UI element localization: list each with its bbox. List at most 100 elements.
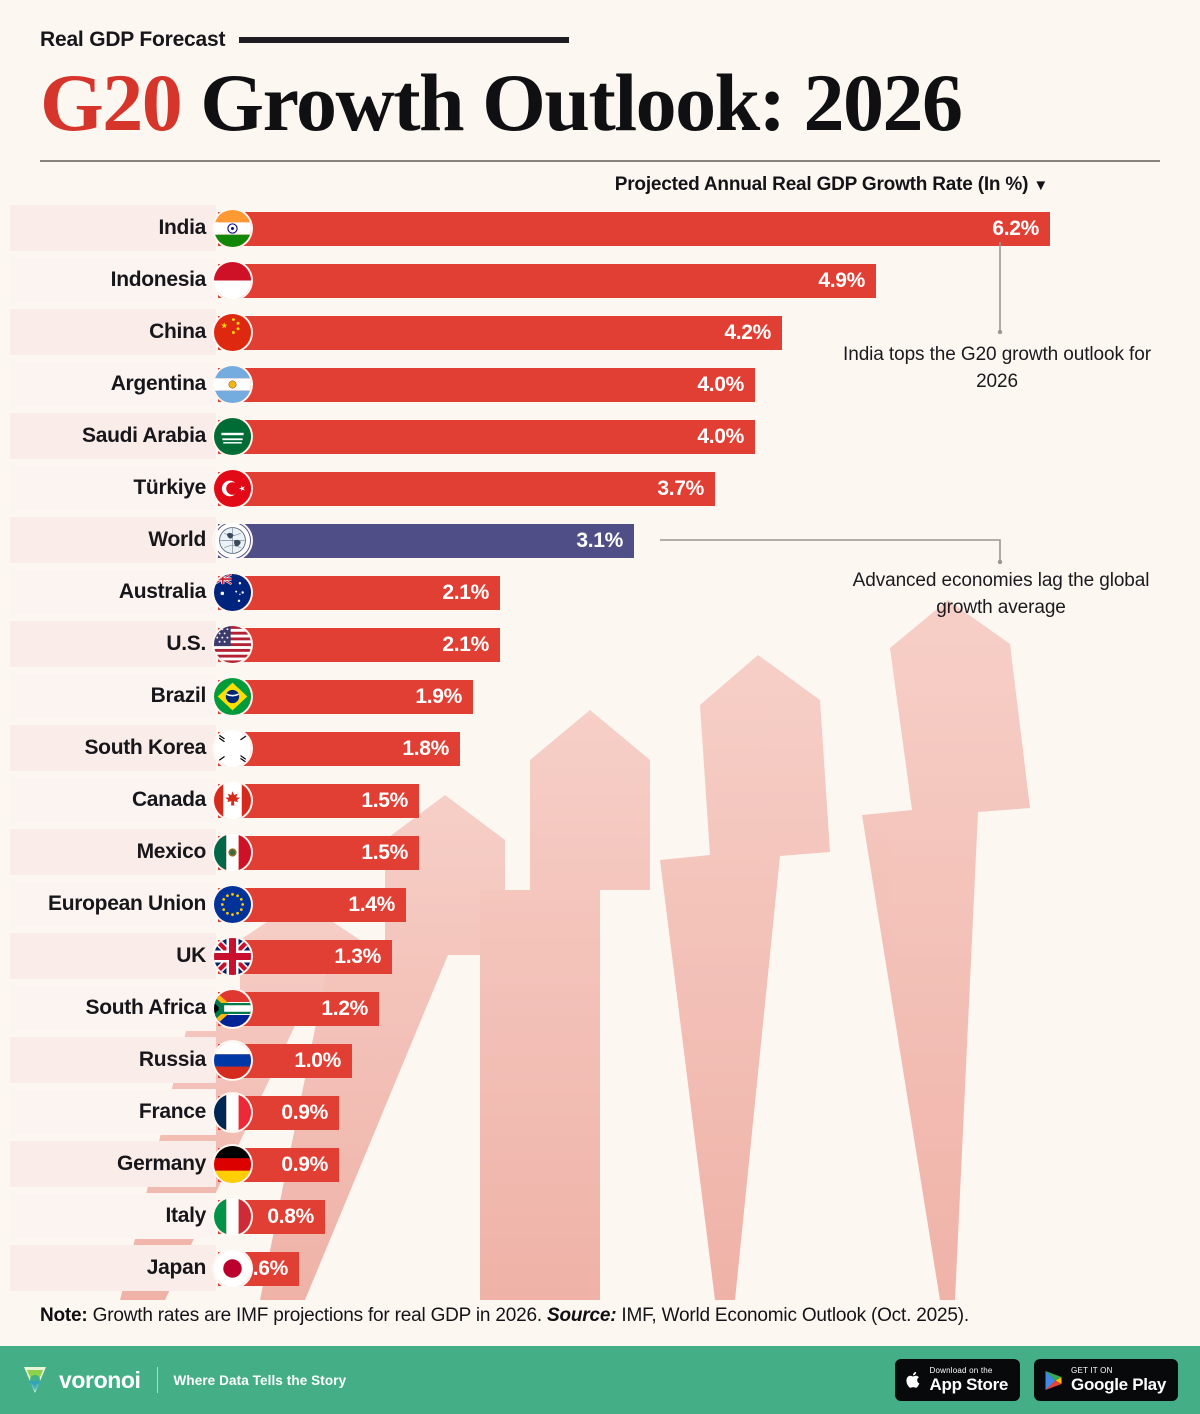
country-label: World	[148, 528, 206, 552]
row-stripe	[10, 725, 216, 772]
country-label: Germany	[117, 1152, 206, 1176]
app-store-big-label: App Store	[929, 1374, 1009, 1394]
bar-value-label: 4.9%	[818, 269, 865, 293]
chart-row: Italy 0.8%	[0, 1190, 1200, 1242]
flag-icon-au	[214, 574, 251, 612]
bar: 1.8%	[218, 732, 460, 767]
bar: 4.2%	[218, 316, 782, 351]
bar-value-label: 6.2%	[992, 217, 1039, 241]
bar-value-label: 1.9%	[415, 685, 462, 709]
bar-value-label: 3.7%	[657, 477, 704, 501]
footer-bar: voronoi Where Data Tells the Story Downl…	[0, 1346, 1200, 1414]
flag-icon-ca	[214, 782, 251, 820]
flag-icon-eu	[214, 886, 251, 924]
note-and-source: Note: Growth rates are IMF projections f…	[0, 1305, 1200, 1327]
flag-icon-sa	[214, 418, 251, 456]
country-label: Australia	[118, 580, 206, 604]
bar-value-label: 4.0%	[697, 425, 744, 449]
bar-value-label: 4.0%	[697, 373, 744, 397]
flag-icon-in	[214, 210, 251, 248]
country-label: Mexico	[136, 840, 207, 864]
flag-icon-gb	[214, 938, 251, 976]
country-label: South Korea	[84, 736, 206, 760]
row-stripe	[10, 309, 216, 356]
flag-icon-fr	[214, 1094, 251, 1132]
country-label: South Africa	[85, 996, 207, 1020]
country-label: Russia	[138, 1048, 206, 1072]
kicker-rule	[239, 37, 570, 43]
title-rule	[40, 160, 1160, 163]
flag-icon-cn	[214, 314, 251, 352]
flag-icon-de	[214, 1146, 251, 1184]
chart-row: Germany 0.9%	[0, 1138, 1200, 1190]
sort-descending-icon[interactable]: ▼	[1033, 177, 1048, 195]
chart-row: European Union 1.4%	[0, 878, 1200, 930]
chart-row: Russia 1.0%	[0, 1034, 1200, 1086]
country-label: China	[149, 320, 206, 344]
bar-value-label: 1.5%	[361, 789, 408, 813]
bar: 4.0%	[218, 420, 755, 455]
google-play-badge[interactable]: GET IT ON Google Play	[1034, 1359, 1178, 1401]
voronoi-logo-icon	[24, 1367, 46, 1393]
bar: 3.1%	[218, 524, 634, 559]
header: Real GDP Forecast G20 Growth Outlook: 20…	[0, 0, 1200, 163]
bar: 6.2%	[218, 212, 1050, 247]
row-stripe	[10, 465, 216, 512]
brand-divider	[156, 1367, 158, 1393]
country-label: U.S.	[166, 632, 206, 656]
row-stripe	[10, 413, 216, 460]
brand[interactable]: voronoi	[22, 1365, 141, 1395]
row-stripe	[10, 517, 216, 564]
chart-row: Brazil 1.9%	[0, 670, 1200, 722]
page-title: G20 Growth Outlook: 2026	[40, 59, 1160, 146]
google-play-icon	[1045, 1370, 1062, 1390]
row-stripe	[10, 621, 216, 668]
chart-row: India 6.2%	[0, 202, 1200, 254]
app-store-badge[interactable]: Download on the App Store	[894, 1359, 1021, 1401]
country-label: Japan	[146, 1256, 207, 1280]
country-label: European Union	[48, 892, 206, 916]
bar-value-label: 1.5%	[361, 841, 408, 865]
country-label: Türkiye	[133, 476, 206, 500]
bar-value-label: 0.9%	[281, 1101, 328, 1125]
row-stripe	[10, 205, 216, 252]
flag-icon-id	[214, 262, 251, 300]
flag-icon-ar	[214, 366, 251, 404]
chart-row: South Korea 1.8%	[0, 722, 1200, 774]
row-stripe	[10, 673, 216, 720]
axis-caption: Projected Annual Real GDP Growth Rate (I…	[0, 174, 1048, 196]
bar-value-label: 0.9%	[281, 1153, 328, 1177]
flag-icon-ru	[214, 1042, 251, 1080]
google-play-small-label: GET IT ON	[1071, 1366, 1113, 1376]
flag-icon-za	[214, 990, 251, 1028]
row-stripe	[10, 257, 216, 304]
country-label: France	[138, 1100, 206, 1124]
apple-icon	[905, 1371, 919, 1388]
chart-row: Türkiye 3.7%	[0, 462, 1200, 514]
chart-row: Saudi Arabia 4.0%	[0, 410, 1200, 462]
brand-name: voronoi	[59, 1366, 141, 1393]
axis-caption-text: Projected Annual Real GDP Growth Rate (I…	[614, 174, 1029, 196]
bar-value-label: 2.1%	[442, 633, 489, 657]
bar-value-label: 1.2%	[321, 997, 368, 1021]
bar: 3.7%	[218, 472, 715, 507]
chart-row: Mexico 1.5%	[0, 826, 1200, 878]
bar-value-label: 3.1%	[576, 529, 623, 553]
flag-icon-us	[214, 626, 251, 664]
flag-icon-it	[214, 1198, 251, 1236]
country-label: India	[158, 216, 206, 240]
flag-icon-mx	[214, 834, 251, 872]
row-stripe	[10, 569, 216, 616]
bar: 1.9%	[218, 680, 473, 715]
row-stripe	[10, 361, 216, 408]
country-label: Saudi Arabia	[82, 424, 206, 448]
chart-row: World 3.1%	[0, 514, 1200, 566]
bar-value-label: 2.1%	[442, 581, 489, 605]
flag-icon-tr	[214, 470, 251, 508]
bar: 2.1%	[218, 576, 500, 611]
google-play-big-label: Google Play	[1071, 1374, 1166, 1394]
source-label: Source:	[546, 1305, 617, 1326]
bar-value-label: 1.4%	[348, 893, 395, 917]
note-label: Note:	[40, 1305, 88, 1326]
chart-row: South Africa 1.2%	[0, 982, 1200, 1034]
